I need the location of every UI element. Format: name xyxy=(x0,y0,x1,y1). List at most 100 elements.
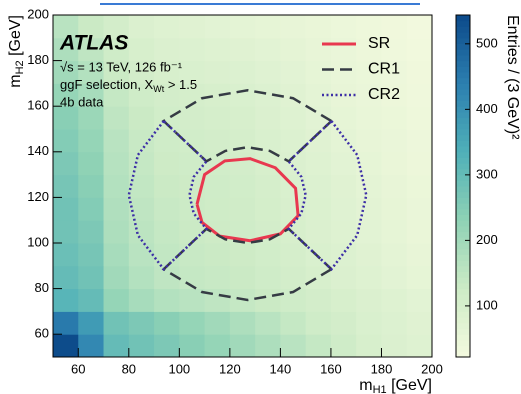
heatmap-cell xyxy=(406,311,433,335)
heatmap-cell xyxy=(103,15,130,39)
heatmap-cell xyxy=(53,288,79,312)
colorbar-swatch xyxy=(456,322,470,329)
heatmap-cell xyxy=(330,288,357,312)
heatmap-cell xyxy=(179,83,206,107)
heatmap-cell xyxy=(78,220,105,244)
contour-cr2 xyxy=(127,120,368,272)
heatmap-cell xyxy=(305,311,332,335)
heatmap-cell xyxy=(53,311,79,335)
heatmap-cell xyxy=(330,15,357,39)
heatmap-cell xyxy=(154,60,180,84)
heatmap-cell xyxy=(179,106,206,130)
heatmap-cell xyxy=(179,311,206,335)
colorbar-swatch xyxy=(456,15,470,22)
heatmap-cell xyxy=(255,265,281,290)
x-tick-label: 200 xyxy=(421,361,443,376)
heatmap-cell xyxy=(381,265,408,290)
heatmap-cell xyxy=(154,197,180,221)
heatmap-cell xyxy=(154,220,180,244)
heatmap-cell xyxy=(280,60,307,84)
colorbar-swatch xyxy=(456,157,470,164)
heatmap-cell xyxy=(406,265,433,290)
heatmap-cell xyxy=(381,15,408,39)
colorbar-swatch xyxy=(456,163,470,170)
heatmap-cell xyxy=(53,197,79,221)
colorbar-swatch xyxy=(456,225,470,233)
heatmap-cell xyxy=(229,174,256,198)
heatmap-cell xyxy=(103,197,130,221)
heatmap-cell xyxy=(154,311,180,335)
colorbar-swatch xyxy=(456,54,470,62)
colorbar-swatch xyxy=(456,197,470,204)
heatmap-cell xyxy=(154,37,180,62)
heatmap-cell xyxy=(356,265,382,290)
heatmap-cell xyxy=(204,265,231,290)
x-tick-label: 180 xyxy=(371,361,393,376)
colorbar-tick-label: 500 xyxy=(476,35,498,50)
heatmap-cell xyxy=(406,151,433,176)
selection-label: ggF selection, XWt > 1.5 xyxy=(60,77,197,94)
heatmap-cell xyxy=(128,129,155,153)
colorbar-swatch xyxy=(456,231,470,238)
colorbar-swatch xyxy=(456,37,470,44)
selection-cut: > 1.5 xyxy=(164,77,197,92)
colorbar-swatch xyxy=(456,334,470,341)
heatmap-cell xyxy=(330,83,357,107)
colorbar-swatch xyxy=(456,260,470,267)
heatmap-cell xyxy=(204,60,231,84)
heatmap-cell xyxy=(179,129,206,153)
heatmap-cell xyxy=(103,60,130,84)
colorbar-swatch xyxy=(456,214,470,221)
y-title-sub: H2 xyxy=(14,60,26,74)
heatmap-cell xyxy=(255,151,281,176)
heatmap-cell xyxy=(53,265,79,290)
heatmap-cell xyxy=(78,129,105,153)
heatmap-cell xyxy=(179,334,206,358)
heatmap-cell xyxy=(280,197,307,221)
heatmap-cell xyxy=(406,60,433,84)
heatmap-cell xyxy=(154,288,180,312)
heatmap-cell xyxy=(255,311,281,335)
heatmap-cell xyxy=(204,174,231,198)
heatmap-cell xyxy=(128,37,155,62)
heatmap-cell xyxy=(255,37,281,62)
heatmap-cell xyxy=(356,106,382,130)
heatmap-cell xyxy=(305,197,332,221)
colorbar-swatch xyxy=(456,254,470,261)
y-tick-label: 200 xyxy=(27,6,49,21)
colorbar-swatch xyxy=(456,265,470,272)
x-tick-label: 60 xyxy=(71,361,85,376)
heatmap-cell xyxy=(356,288,382,312)
heatmap-cell xyxy=(204,311,231,335)
heatmap-cell xyxy=(229,37,256,62)
heatmap-cell xyxy=(280,334,307,358)
heatmap-cell xyxy=(330,174,357,198)
heatmap-cell xyxy=(78,265,105,290)
colorbar-swatch xyxy=(456,345,470,352)
colorbar-swatch xyxy=(456,60,470,67)
heatmap-cell xyxy=(305,60,332,84)
heatmap-cell xyxy=(78,83,105,107)
heatmap-cell xyxy=(128,311,155,335)
heatmap-cell xyxy=(406,83,433,107)
heatmap-cell xyxy=(154,129,180,153)
heatmap-cell xyxy=(204,37,231,62)
y-tick-label: 180 xyxy=(27,52,49,67)
heatmap-cell xyxy=(330,106,357,130)
heatmap-cell xyxy=(305,220,332,244)
heatmap-cell xyxy=(381,151,408,176)
heatmap-cell xyxy=(179,37,206,62)
x-title-main: m xyxy=(359,377,372,394)
colorbar-swatch xyxy=(456,94,470,101)
colorbar-swatch xyxy=(456,134,470,141)
heatmap-cell xyxy=(280,243,307,267)
heatmap-cell xyxy=(78,288,105,312)
heatmap-cell xyxy=(53,174,79,198)
heatmap-cell xyxy=(356,129,382,153)
heatmap-cell xyxy=(179,220,206,244)
heatmap-cell xyxy=(305,37,332,62)
colorbar-swatch xyxy=(456,146,470,153)
colorbar-swatch xyxy=(456,243,470,250)
colorbar-swatch xyxy=(456,180,470,187)
heatmap-cell xyxy=(103,243,130,267)
